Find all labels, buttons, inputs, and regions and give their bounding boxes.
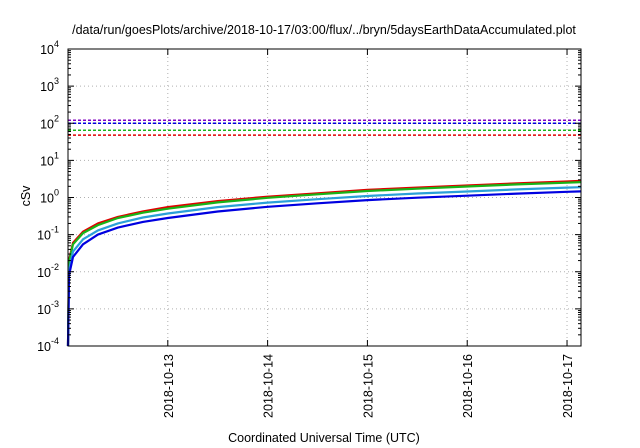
grid bbox=[68, 49, 581, 346]
y-tick-label: 103 bbox=[40, 76, 59, 94]
y-tick-label: 104 bbox=[40, 39, 59, 57]
y-tick-label: 101 bbox=[40, 150, 59, 168]
y-tick-label: 10-4 bbox=[37, 336, 59, 354]
series-line-blue bbox=[66, 190, 582, 347]
series-lines bbox=[66, 179, 582, 347]
x-axis-label: Coordinated Universal Time (UTC) bbox=[228, 431, 420, 445]
threshold-lines bbox=[68, 119, 581, 136]
x-tick-label: 2018-10-15 bbox=[361, 354, 375, 418]
chart-title: /data/run/goesPlots/archive/2018-10-17/0… bbox=[72, 23, 576, 37]
y-tick-label: 10-3 bbox=[37, 299, 59, 317]
y-tick-label: 10-1 bbox=[37, 225, 59, 243]
y-tick-labels: 10-4 10-3 10-2 10-1 100 101 102 103 104 bbox=[37, 39, 59, 354]
x-tick-label: 2018-10-14 bbox=[262, 354, 276, 418]
series-line-green bbox=[66, 181, 582, 347]
x-tick-label: 2018-10-13 bbox=[162, 354, 176, 418]
x-tick-label: 2018-10-16 bbox=[461, 354, 475, 418]
x-tick-label: 2018-10-17 bbox=[561, 354, 575, 418]
x-tick-labels: 2018-10-13 2018-10-14 2018-10-15 2018-10-16… bbox=[162, 354, 575, 418]
y-tick-label: 102 bbox=[40, 113, 59, 131]
y-tick-label: 100 bbox=[40, 188, 59, 206]
y-axis-label: cSv bbox=[19, 185, 33, 207]
series-line-red bbox=[66, 179, 582, 347]
y-tick-label: 10-2 bbox=[37, 262, 59, 280]
series-line-cyan bbox=[66, 186, 582, 347]
ticks bbox=[68, 48, 581, 347]
